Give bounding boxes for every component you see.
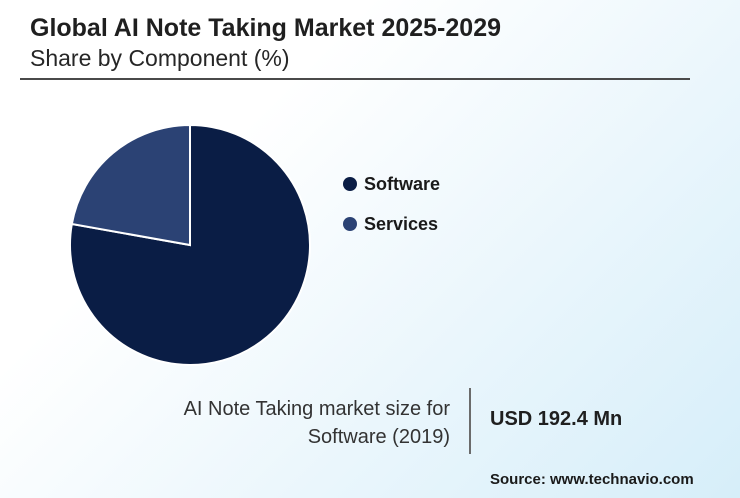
legend-label-software: Software (364, 173, 441, 194)
legend-label-services: Services (364, 213, 439, 234)
legend-swatch-services (343, 217, 357, 231)
legend-item-software: Software (343, 174, 440, 194)
pie-slice-services (70, 123, 191, 247)
header-divider (20, 78, 690, 80)
market-size-label-line1: AI Note Taking market size for (183, 398, 450, 420)
market-size-label-line2: Software (2019) (307, 426, 450, 448)
source-credit: Source: www.technavio.com (490, 471, 694, 488)
legend-swatch-software (343, 177, 357, 191)
value-divider (469, 388, 471, 454)
chart-title: Global AI Note Taking Market 2025-2029 (30, 14, 501, 42)
chart-legend: Software Services (343, 174, 440, 254)
legend-item-services: Services (343, 214, 440, 234)
market-size-value: USD 192.4 Mn (490, 408, 623, 430)
market-size-label: AI Note Taking market size for Software … (120, 395, 450, 451)
chart-subtitle: Share by Component (%) (30, 45, 290, 71)
